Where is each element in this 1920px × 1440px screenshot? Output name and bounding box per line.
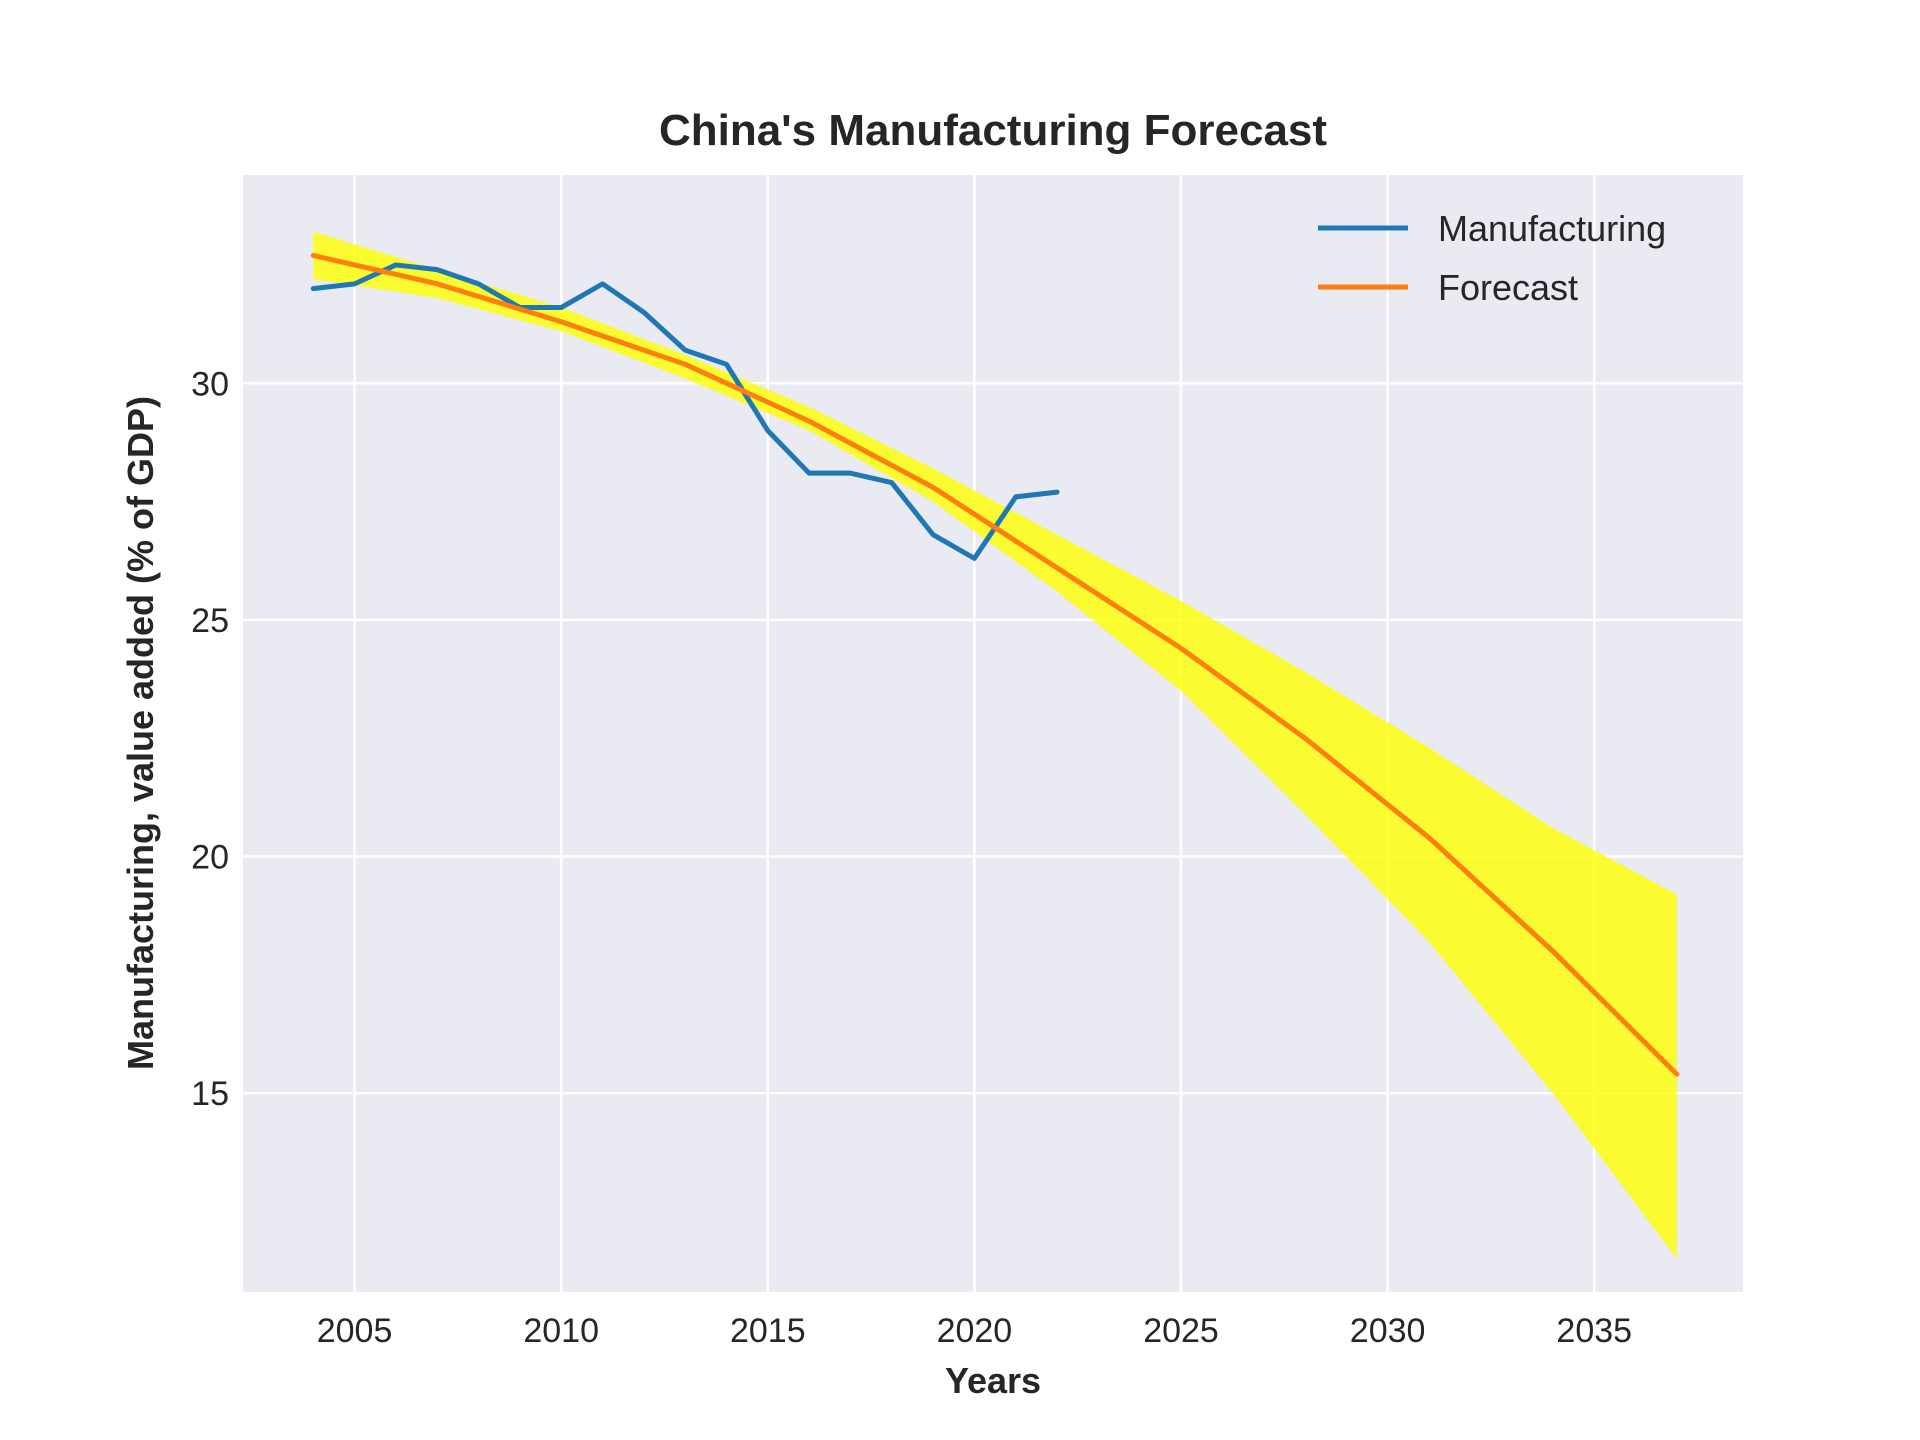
x-tick-label: 2025 [1143,1312,1219,1350]
legend-label-forecast: Forecast [1438,267,1578,308]
x-tick-label: 2030 [1350,1312,1426,1350]
legend: Manufacturing Forecast [1318,208,1666,308]
confidence-band-layer [313,231,1677,1259]
series-lines-layer [310,252,1680,1077]
x-tick-label: 2035 [1556,1312,1632,1350]
y-tick-label: 25 [191,602,229,640]
x-axis-label: Years [945,1360,1041,1401]
y-tick-label: 20 [191,839,229,877]
x-tick-label: 2005 [317,1312,393,1350]
chart-title: China's Manufacturing Forecast [659,106,1327,155]
manufacturing-line [310,262,1060,561]
plot-background [243,175,1743,1292]
y-axis-label: Manufacturing, value added (% of GDP) [120,396,161,1070]
x-tick-label: 2020 [937,1312,1013,1350]
y-tick-label: 30 [191,365,229,403]
forecast-confidence-band [313,231,1677,1259]
x-tick-label: 2010 [523,1312,599,1350]
forecast-line [310,252,1680,1077]
x-tick-label: 2015 [730,1312,806,1350]
y-tick-label: 15 [191,1075,229,1113]
legend-label-manufacturing: Manufacturing [1438,208,1666,249]
